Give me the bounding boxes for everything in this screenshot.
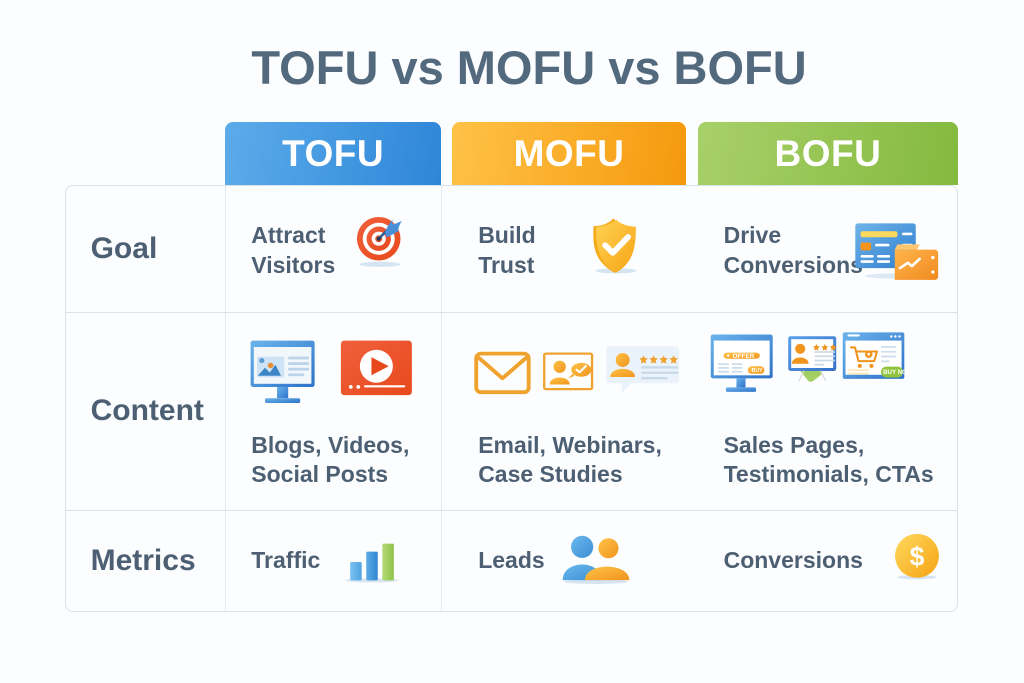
svg-text:BUY NOW: BUY NOW — [883, 369, 913, 376]
svg-text:$: $ — [909, 542, 924, 572]
svg-text:OFFER: OFFER — [732, 352, 754, 359]
svg-text:BUY: BUY — [751, 367, 763, 373]
